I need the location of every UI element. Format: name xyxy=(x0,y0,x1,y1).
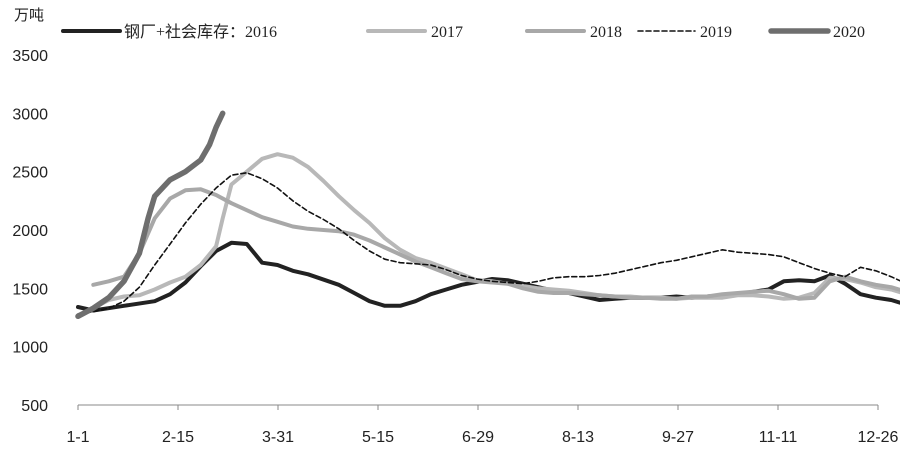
x-tick-label: 5-15 xyxy=(362,429,394,446)
series-line-2019 xyxy=(77,172,900,315)
x-tick-label: 11-11 xyxy=(759,429,798,446)
x-tick-label: 1-1 xyxy=(66,429,89,446)
legend-label: 2020 xyxy=(833,24,865,41)
x-tick-label: 2-15 xyxy=(162,429,194,446)
y-tick-label: 3000 xyxy=(12,106,48,123)
x-tick-label: 8-13 xyxy=(562,429,594,446)
series-group xyxy=(75,110,900,320)
y-tick-label: 2000 xyxy=(12,223,48,240)
y-tick-label: 1500 xyxy=(12,281,48,298)
x-tick-label: 9-27 xyxy=(662,429,694,446)
y-tick-label: 500 xyxy=(21,398,48,415)
y-tick-label: 1000 xyxy=(12,340,48,357)
legend: 钢厂+社会库存：2016 2017 2018 2019 2020 xyxy=(61,23,865,41)
y-axis: 500 1000 1500 2000 2500 3000 3500 xyxy=(12,48,48,415)
series-line-2020 xyxy=(75,110,226,320)
x-tick-label: 12-26 xyxy=(858,429,899,446)
legend-label: 钢厂+社会库存：2016 xyxy=(124,23,277,41)
y-axis-unit-label: 万吨 xyxy=(14,6,44,24)
legend-label: 2019 xyxy=(700,24,732,41)
x-tick-label: 6-29 xyxy=(462,429,494,446)
y-tick-label: 2500 xyxy=(12,165,48,182)
series-line-2018 xyxy=(91,187,900,301)
legend-label: 2017 xyxy=(431,24,463,41)
y-tick-label: 3500 xyxy=(12,48,48,65)
x-tick-label: 3-31 xyxy=(262,429,294,446)
series-line-钢厂+社会库存：2016 xyxy=(76,240,900,313)
series-line-2017 xyxy=(76,152,900,318)
legend-label: 2018 xyxy=(590,24,622,41)
x-axis: 1-1 2-15 3-31 5-15 6-29 8-13 9-27 11-11 12-26 xyxy=(66,404,899,446)
